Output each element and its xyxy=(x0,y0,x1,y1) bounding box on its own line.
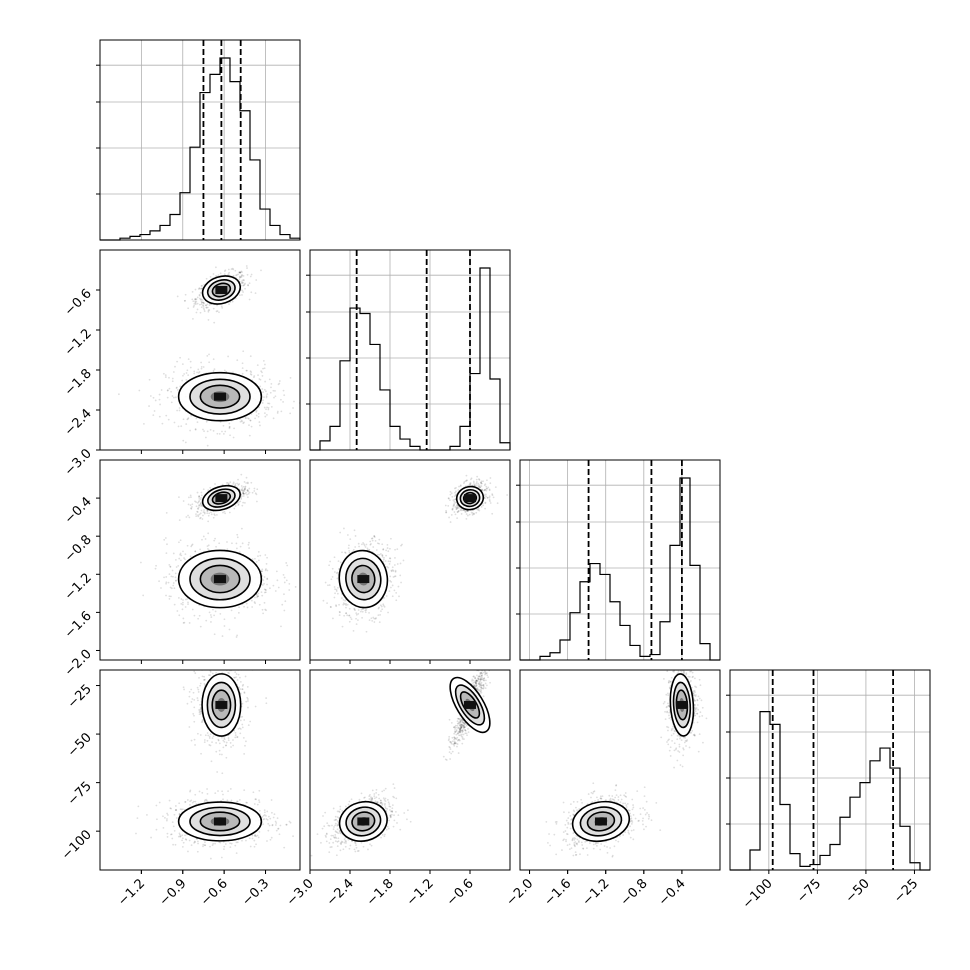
xtick-label-0-1: −0.9 xyxy=(157,876,190,909)
xtick-label-1-0: −3.0 xyxy=(284,876,317,909)
xtick-label-2-1: −1.6 xyxy=(542,876,575,909)
density-3-0 xyxy=(135,670,294,860)
peak-3-1-1 xyxy=(357,817,370,826)
peak-3-0-0 xyxy=(215,700,228,709)
histogram-3 xyxy=(730,711,930,871)
density-3-1 xyxy=(310,670,491,857)
xtick-label-1-3: −1.2 xyxy=(404,876,437,909)
peak-2-0-0 xyxy=(215,494,228,503)
ytick-label-2-0: −2.0 xyxy=(62,647,95,680)
xtick-label-1-2: −1.8 xyxy=(364,876,397,909)
density-2-1 xyxy=(322,474,509,633)
peak-3-1-0 xyxy=(464,700,476,709)
ytick-label-2-1: −1.6 xyxy=(62,609,95,642)
panel-1-1 xyxy=(306,249,511,451)
panel-3-2: −2.0 −1.6 −1.2 −0.8 −0.4 xyxy=(503,669,721,909)
histogram-0 xyxy=(100,57,301,241)
ytick-label-1-1: −2.4 xyxy=(62,406,95,439)
frame-3-3 xyxy=(729,669,931,871)
peak-1-0-1 xyxy=(214,392,226,401)
ytick-label-1-2: −1.8 xyxy=(62,366,95,399)
panel-3-1: −3.0 −2.4 −1.8 −1.2 −0.6 xyxy=(284,669,511,909)
ytick-label-3-2: −50 xyxy=(65,730,95,760)
frame-1-0 xyxy=(99,249,301,451)
histogram-1 xyxy=(310,267,511,451)
peak-3-2-0 xyxy=(675,700,688,709)
density-1-0 xyxy=(117,265,300,447)
ytick-label-3-0: −100 xyxy=(59,827,95,863)
xtick-label-0-0: −1.2 xyxy=(115,876,148,909)
xtick-label-0-3: −0.3 xyxy=(239,876,272,909)
xtick-label-3-0: −100 xyxy=(740,876,776,912)
ytick-label-3-1: −75 xyxy=(65,779,95,809)
panels-layer: −3.0−2.4−1.8−1.2−0.6−2.0−1.6−1.2−0.8−0.4… xyxy=(59,39,931,912)
density-2-0 xyxy=(139,473,297,638)
frame-0-0 xyxy=(99,39,301,241)
peak-2-1-0 xyxy=(464,494,476,503)
ytick-label-3-3: −25 xyxy=(65,682,95,712)
panel-0-0 xyxy=(96,39,301,241)
xtick-label-1-1: −2.4 xyxy=(324,876,357,909)
xtick-label-2-2: −1.2 xyxy=(580,876,613,909)
xtick-label-3-1: −75 xyxy=(794,876,824,906)
xtick-label-2-4: −0.4 xyxy=(656,876,689,909)
xtick-label-0-2: −0.6 xyxy=(198,876,231,909)
panel-3-0: −100 −75 −50 −25 −1.2 −0.9 −0.6 −0.3 xyxy=(59,669,301,909)
panel-2-1 xyxy=(309,459,511,664)
frame-2-0 xyxy=(99,459,301,661)
peak-1-0-0 xyxy=(215,286,228,294)
ytick-label-2-3: −0.8 xyxy=(62,532,95,565)
panel-1-0: −3.0 −2.4 −1.8 −1.2 −0.6 xyxy=(62,249,301,479)
peak-3-2-1 xyxy=(594,817,607,826)
ytick-label-1-3: −1.2 xyxy=(62,326,95,359)
peak-2-1-1 xyxy=(357,575,370,584)
frame-3-1 xyxy=(309,669,511,871)
xtick-label-1-4: −0.6 xyxy=(444,876,477,909)
xtick-label-2-3: −0.8 xyxy=(618,876,651,909)
frame-3-0 xyxy=(99,669,301,871)
panel-2-0: −2.0 −1.6 −1.2 −0.8 −0.4 xyxy=(62,459,301,680)
frame-1-1 xyxy=(309,249,511,451)
frame-2-1 xyxy=(309,459,511,661)
xtick-label-2-0: −2.0 xyxy=(503,876,536,909)
frame-2-2 xyxy=(519,459,721,661)
ytick-label-1-4: −0.6 xyxy=(62,286,95,319)
xtick-label-3-3: −25 xyxy=(891,876,921,906)
histogram-2 xyxy=(520,477,720,661)
panel-3-3: −100 −75 −50 −25 xyxy=(726,669,931,912)
frame-3-2 xyxy=(519,669,721,871)
peak-2-0-1 xyxy=(214,575,226,584)
peak-3-0-1 xyxy=(214,817,226,826)
xtick-label-3-2: −50 xyxy=(843,876,873,906)
panel-2-2 xyxy=(516,459,721,661)
ytick-label-2-4: −0.4 xyxy=(62,494,95,527)
ytick-label-1-0: −3.0 xyxy=(62,446,95,479)
density-3-2 xyxy=(545,670,708,858)
ytick-label-2-2: −1.2 xyxy=(62,571,95,604)
